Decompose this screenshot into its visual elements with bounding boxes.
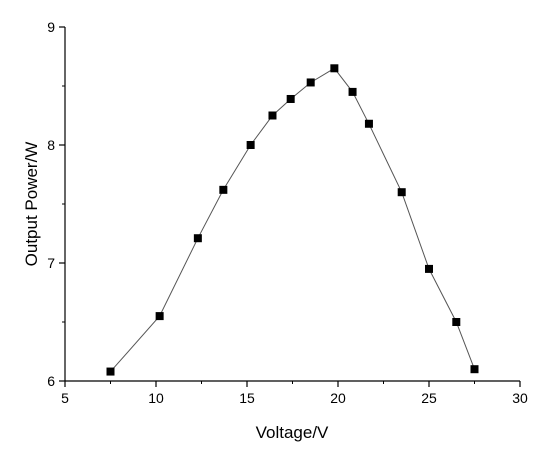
x-tick-label: 20	[330, 390, 346, 406]
data-point-marker	[106, 367, 115, 376]
data-point-marker	[425, 264, 433, 273]
y-tick-label: 7	[47, 255, 55, 271]
x-tick-label: 25	[421, 390, 437, 406]
data-point-marker	[219, 185, 228, 194]
y-tick-label: 8	[47, 137, 55, 153]
data-point-marker	[330, 64, 339, 73]
y-tick-label: 6	[47, 373, 55, 389]
data-point-marker	[470, 365, 479, 374]
data-point-marker	[306, 78, 315, 87]
x-axis: 5 10 15 20 25 30	[61, 380, 528, 406]
data-point-marker	[364, 119, 373, 128]
x-tick-label: 5	[61, 390, 69, 406]
data-point-marker	[155, 312, 164, 321]
data-point-marker	[397, 188, 406, 197]
y-axis: 6 7 8 9	[47, 19, 66, 389]
y-axis-title: Output Power/W	[22, 142, 41, 267]
data-point-marker	[286, 94, 295, 103]
x-tick-label: 30	[512, 390, 528, 406]
data-point-marker	[348, 87, 357, 96]
x-axis-title: Voltage/V	[256, 423, 329, 442]
x-tick-label: 10	[148, 390, 164, 406]
data-point-marker	[193, 234, 202, 243]
y-tick-label: 9	[47, 19, 55, 35]
series-line	[110, 67, 475, 372]
data-point-marker	[246, 141, 255, 149]
x-tick-label: 15	[239, 390, 255, 406]
series-layer	[106, 64, 479, 376]
data-point-marker	[268, 111, 277, 120]
data-point-marker	[452, 318, 461, 326]
